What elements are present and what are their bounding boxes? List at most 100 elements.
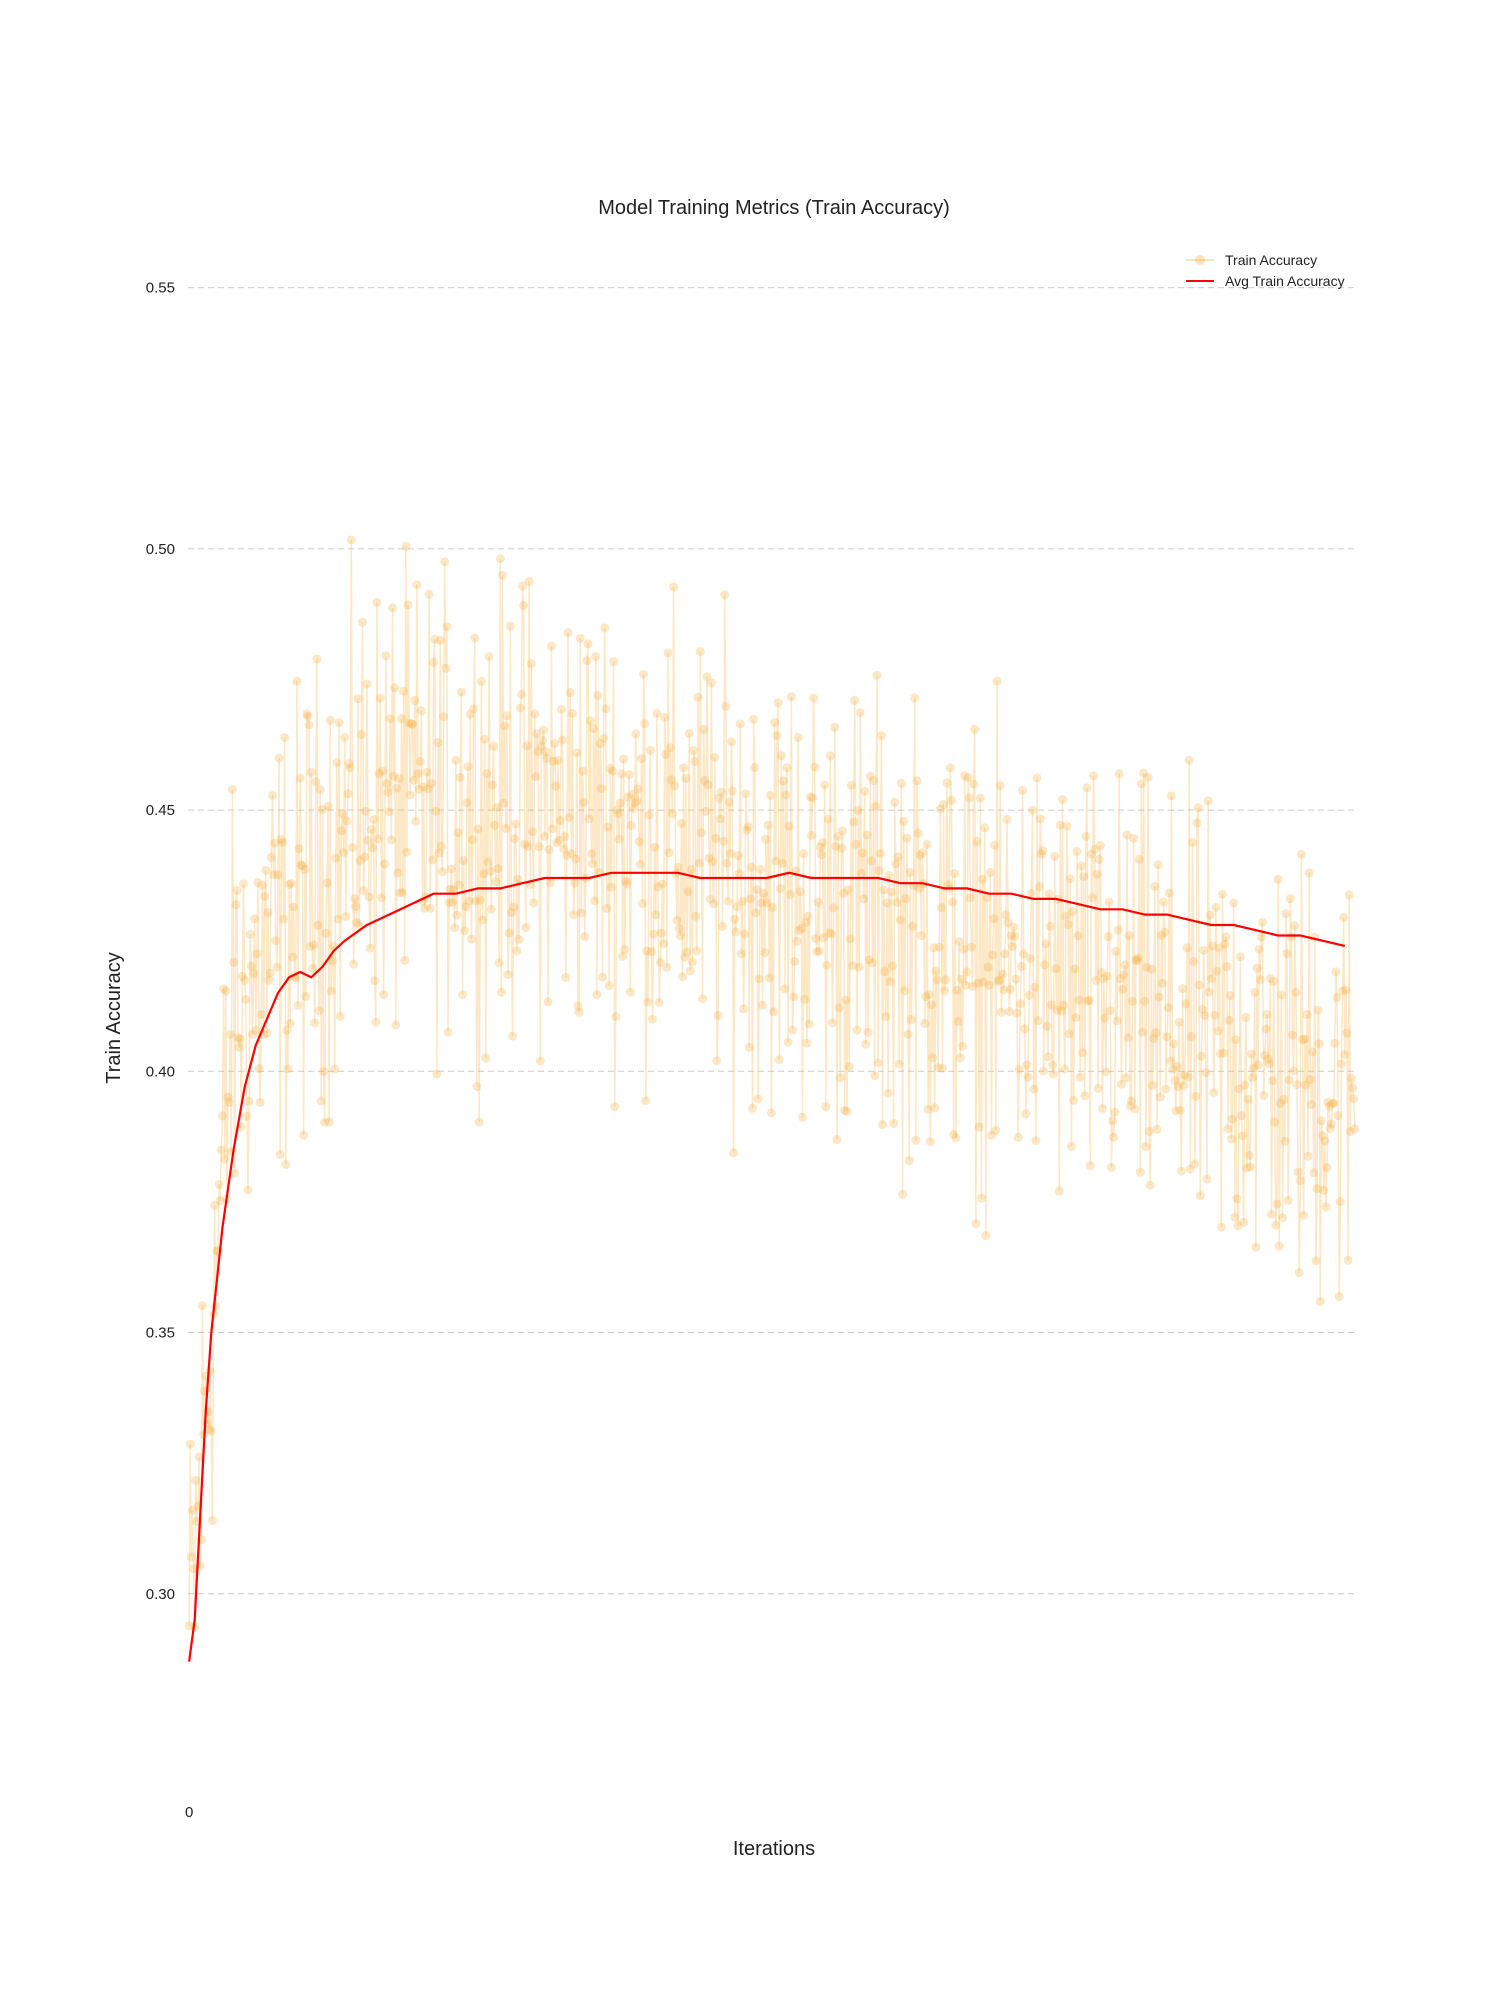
train-accuracy-point bbox=[794, 925, 804, 935]
train-accuracy-point bbox=[839, 889, 849, 898]
train-accuracy-point bbox=[699, 724, 709, 734]
train-accuracy-point bbox=[832, 1135, 842, 1145]
y-tick-label: 0.35 bbox=[146, 1325, 175, 1342]
train-accuracy-point bbox=[1110, 1107, 1120, 1117]
train-accuracy-point bbox=[1201, 1068, 1211, 1078]
train-accuracy-point bbox=[1191, 1091, 1201, 1101]
train-accuracy-point bbox=[825, 751, 835, 761]
train-accuracy-point bbox=[392, 783, 402, 793]
train-accuracy-point bbox=[582, 656, 592, 666]
train-accuracy-point bbox=[883, 1088, 893, 1098]
train-accuracy-point bbox=[663, 648, 673, 658]
train-accuracy-point bbox=[702, 672, 712, 682]
train-accuracy-point bbox=[411, 817, 421, 826]
train-accuracy-point bbox=[624, 770, 634, 779]
train-accuracy-point bbox=[851, 839, 861, 849]
train-accuracy-point bbox=[896, 778, 906, 788]
train-accuracy-point bbox=[490, 820, 500, 830]
train-accuracy-point bbox=[1194, 980, 1204, 990]
train-accuracy-point bbox=[860, 786, 870, 796]
legend-label-avg-train-accuracy: Avg Train Accuracy bbox=[1225, 273, 1345, 289]
train-accuracy-point bbox=[672, 915, 682, 925]
train-accuracy-point bbox=[446, 864, 456, 874]
train-accuracy-point bbox=[1206, 974, 1216, 984]
train-accuracy-point bbox=[1333, 1111, 1343, 1121]
train-accuracy-point bbox=[1270, 1117, 1280, 1127]
train-accuracy-point bbox=[1180, 1070, 1190, 1080]
train-accuracy-point bbox=[664, 848, 674, 858]
train-accuracy-point bbox=[331, 853, 341, 863]
train-accuracy-point bbox=[616, 769, 626, 779]
grid-lines bbox=[188, 287, 1357, 1595]
train-accuracy-point bbox=[353, 694, 363, 704]
train-accuracy-point bbox=[992, 676, 1002, 686]
train-accuracy-point bbox=[912, 776, 922, 786]
train-accuracy-point bbox=[189, 1564, 199, 1574]
train-accuracy-point bbox=[626, 820, 636, 830]
train-accuracy-point bbox=[708, 857, 717, 867]
train-accuracy-point bbox=[648, 1014, 657, 1024]
train-accuracy-point bbox=[614, 834, 624, 844]
train-accuracy-point bbox=[505, 621, 515, 631]
train-accuracy-point bbox=[488, 780, 497, 790]
train-accuracy-point bbox=[1238, 1131, 1247, 1141]
train-accuracy-point bbox=[1172, 1062, 1182, 1071]
train-accuracy-point bbox=[831, 841, 841, 851]
train-accuracy-point bbox=[1099, 974, 1109, 984]
train-accuracy-point bbox=[1294, 1268, 1304, 1278]
train-accuracy-point bbox=[1060, 1064, 1070, 1074]
train-accuracy-point bbox=[898, 1189, 907, 1199]
train-accuracy-point bbox=[376, 893, 386, 903]
train-accuracy-point bbox=[1030, 982, 1040, 992]
train-accuracy-point bbox=[266, 852, 276, 862]
train-accuracy-point bbox=[1273, 874, 1283, 884]
train-accuracy-point bbox=[589, 724, 599, 733]
train-accuracy-point bbox=[1329, 1098, 1339, 1108]
train-accuracy-point bbox=[1058, 795, 1067, 804]
train-accuracy-point bbox=[471, 896, 481, 906]
train-accuracy-point bbox=[572, 748, 582, 758]
train-accuracy-point bbox=[551, 781, 561, 791]
train-accuracy-point bbox=[325, 715, 335, 725]
train-accuracy-point bbox=[313, 920, 323, 930]
train-accuracy-point bbox=[504, 928, 514, 938]
train-accuracy-point bbox=[591, 652, 601, 661]
train-accuracy-point bbox=[276, 835, 286, 844]
train-accuracy-point bbox=[955, 1053, 965, 1063]
train-accuracy-point bbox=[1131, 955, 1141, 965]
train-accuracy-point bbox=[1039, 1066, 1049, 1076]
train-accuracy-point bbox=[224, 1098, 234, 1107]
train-accuracy-point bbox=[1186, 1031, 1196, 1041]
train-accuracy-point bbox=[1090, 845, 1100, 854]
train-accuracy-point bbox=[978, 874, 987, 884]
train-accuracy-point bbox=[946, 795, 956, 805]
train-accuracy-point bbox=[1244, 1151, 1254, 1160]
train-accuracy-point bbox=[983, 962, 993, 972]
train-accuracy-point bbox=[611, 1012, 621, 1022]
train-accuracy-point bbox=[438, 867, 447, 877]
train-accuracy-point bbox=[713, 1010, 723, 1020]
train-accuracy-point bbox=[210, 1200, 220, 1210]
train-accuracy-point bbox=[812, 947, 822, 957]
train-accuracy-point bbox=[1253, 1060, 1263, 1070]
train-accuracy-point bbox=[1243, 1094, 1253, 1104]
train-accuracy-point bbox=[703, 780, 713, 790]
train-accuracy-point bbox=[895, 915, 905, 925]
train-accuracy-point bbox=[341, 912, 351, 922]
train-accuracy-point bbox=[688, 957, 697, 967]
train-accuracy-point bbox=[526, 659, 536, 669]
train-accuracy-point bbox=[1200, 1010, 1210, 1020]
train-accuracy-point bbox=[678, 972, 687, 982]
train-accuracy-point bbox=[985, 867, 995, 877]
train-accuracy-point bbox=[876, 731, 886, 741]
train-accuracy-point bbox=[729, 1148, 739, 1158]
train-accuracy-point bbox=[1002, 814, 1012, 824]
train-accuracy-point bbox=[470, 633, 480, 643]
train-accuracy-point bbox=[383, 787, 393, 797]
train-accuracy-point bbox=[1225, 991, 1235, 1000]
train-accuracy-point bbox=[269, 870, 279, 880]
train-accuracy-point bbox=[442, 622, 452, 632]
train-accuracy-point bbox=[214, 1179, 224, 1189]
train-accuracy-point bbox=[1154, 992, 1164, 1002]
train-accuracy-point bbox=[795, 887, 805, 897]
